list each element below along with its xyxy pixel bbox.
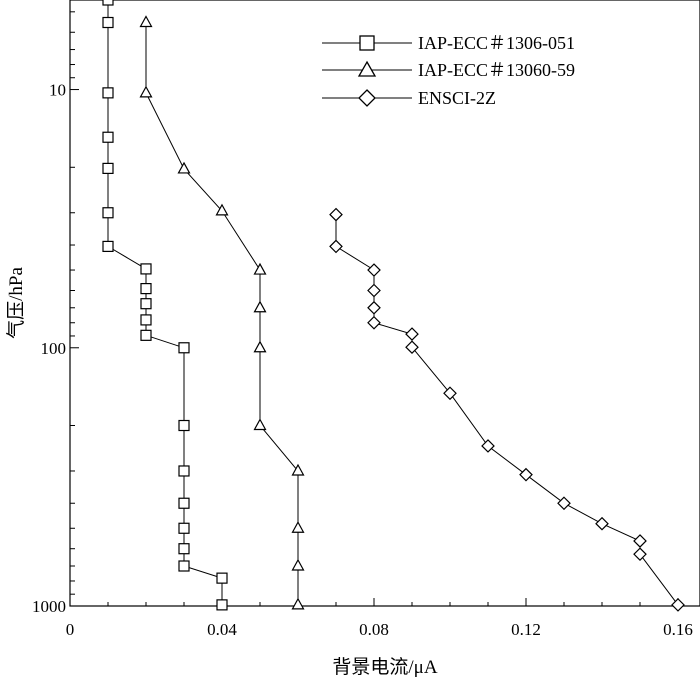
legend-label-2: IAP-ECC＃13060-59 — [418, 60, 575, 80]
axis-ticks: 0 0.04 0.08 0.12 0.16 10 100 1000 — [32, 11, 693, 639]
triangle-point — [139, 85, 153, 98]
diamond-point — [557, 496, 571, 511]
plot-frame — [69, 0, 700, 607]
diamond-point — [405, 327, 419, 341]
x-tick-label: 0.12 — [511, 620, 541, 639]
x-tick-label: 0.16 — [663, 620, 693, 639]
y-tick-label: 1000 — [32, 597, 66, 616]
square-point — [178, 560, 190, 572]
triangle-point — [291, 463, 305, 476]
square-point — [140, 329, 152, 341]
square-point — [178, 522, 190, 534]
square-point — [216, 572, 228, 584]
diamond-point — [481, 439, 495, 453]
triangle-point — [291, 521, 305, 533]
triangle-point — [253, 340, 267, 353]
square-point — [102, 240, 114, 253]
y-tick-label: 10 — [49, 81, 66, 100]
legend: IAP-ECC＃1306-051 IAP-ECC＃13060-59 ENSCI-… — [322, 33, 575, 108]
series-triangle — [139, 15, 305, 610]
triangle-point — [253, 418, 267, 431]
legend-triangle-marker — [357, 60, 377, 77]
triangle-point — [177, 161, 191, 174]
square-point — [102, 207, 114, 219]
triangle-point — [139, 15, 153, 28]
square-point — [216, 599, 228, 611]
diamond-point — [405, 340, 419, 355]
square-point — [140, 263, 152, 275]
y-tick-label: 100 — [41, 339, 67, 358]
square-point — [178, 419, 190, 432]
x-tick-label: 0 — [66, 620, 75, 639]
series-square — [102, 0, 228, 611]
square-point — [102, 131, 114, 143]
square-point — [102, 87, 114, 99]
diamond-point — [519, 467, 533, 482]
series-line — [145, 22, 299, 605]
series-layer — [102, 0, 685, 612]
series-line — [335, 214, 679, 606]
legend-square-marker — [359, 35, 375, 51]
y-axis-title: 气压/hPa — [5, 267, 27, 339]
diamond-point — [329, 207, 343, 222]
x-tick-label: 0.08 — [359, 620, 389, 639]
diamond-point — [367, 263, 381, 277]
x-tick-label: 0.04 — [207, 620, 237, 639]
series-diamond — [329, 207, 685, 612]
series-line — [107, 0, 223, 605]
x-axis-title: 背景电流/μA — [332, 656, 437, 678]
triangle-point — [215, 203, 229, 216]
square-point — [178, 465, 190, 477]
square-point — [102, 162, 114, 174]
square-point — [140, 283, 152, 295]
square-point — [178, 497, 190, 509]
diamond-point — [443, 386, 457, 401]
legend-diamond-marker — [358, 89, 376, 107]
diamond-point — [329, 239, 343, 254]
triangle-point — [291, 558, 305, 571]
diamond-point — [367, 315, 381, 330]
square-point — [178, 543, 190, 555]
diamond-point — [671, 598, 685, 612]
triangle-point — [291, 597, 305, 610]
diamond-point — [633, 534, 647, 548]
diamond-point — [367, 283, 381, 298]
square-point — [102, 16, 114, 29]
legend-label-3: ENSCI-2Z — [418, 88, 496, 108]
diamond-point — [367, 300, 381, 315]
triangle-point — [253, 300, 267, 313]
square-point — [102, 0, 114, 6]
square-point — [140, 314, 152, 326]
square-point — [178, 342, 190, 354]
diamond-point — [633, 547, 647, 562]
square-point — [140, 298, 152, 310]
diamond-point — [595, 516, 609, 531]
legend-label-1: IAP-ECC＃1306-051 — [418, 33, 575, 53]
triangle-point — [253, 262, 267, 275]
